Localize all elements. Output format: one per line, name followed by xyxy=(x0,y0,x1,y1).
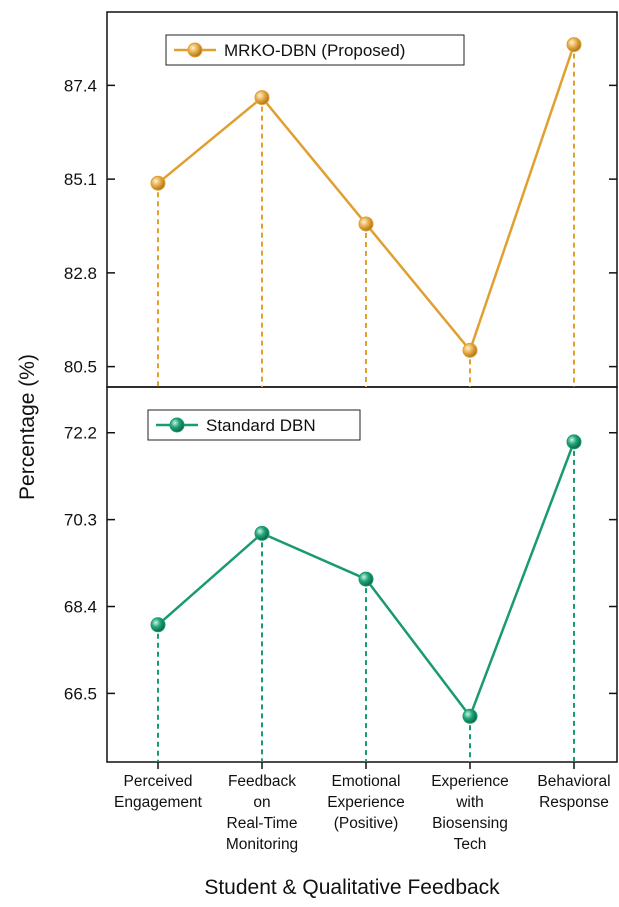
axes-frames xyxy=(106,11,618,763)
panel-0-frame xyxy=(106,11,618,388)
panel-0-point-4 xyxy=(566,37,582,53)
panel-0-ytick-label-2: 85.1 xyxy=(64,170,97,189)
panel-1-ytick-label-1: 68.4 xyxy=(64,598,97,617)
panel-0-ytick-label-0: 80.5 xyxy=(64,358,97,377)
series-line-0 xyxy=(157,44,576,352)
panel-1-ytick-label-3: 72.2 xyxy=(64,424,97,443)
panel-1-point-1 xyxy=(254,525,270,541)
axis-ticks: 80.5 82.8 85.1 87.4 66.5 68.4 70.3 72.2 xyxy=(64,76,617,769)
x-category-label-3: Experience with Biosensing Tech xyxy=(431,773,509,853)
panel-1-frame xyxy=(106,386,618,763)
x-axis-title: Student & Qualitative Feedback xyxy=(204,876,500,899)
y-axis-title: Percentage (%) xyxy=(16,354,39,500)
panel-1-ytick-label-0: 66.5 xyxy=(64,684,97,703)
x-category-labels: Perceived Engagement Feedback on Real-Time Mo… xyxy=(114,773,611,853)
legend-label-1: Standard DBN xyxy=(206,416,316,435)
x-category-label-1: Feedback on Real-Time Monitoring xyxy=(226,773,298,853)
panel-0-point-2 xyxy=(358,216,374,232)
x-category-label-2: Emotional Experience (Positive) xyxy=(327,773,405,832)
panel-1-ytick-label-2: 70.3 xyxy=(64,511,97,530)
x-category-label-0: Perceived Engagement xyxy=(114,773,203,811)
panel-0-ytick-label-3: 87.4 xyxy=(64,76,97,95)
legend-marker-0 xyxy=(187,42,203,58)
legends: MRKO-DBN (Proposed) Standard DBN xyxy=(147,34,465,441)
x-category-label-4: Behavioral Response xyxy=(537,773,610,811)
panel-0-point-3 xyxy=(462,342,478,358)
panel-1-point-3 xyxy=(462,708,478,724)
panel-1-point-2 xyxy=(358,571,374,587)
panel-0-point-0 xyxy=(150,175,166,191)
legend-marker-1 xyxy=(169,417,185,433)
panel-1-point-4 xyxy=(566,434,582,450)
series-points xyxy=(150,37,582,724)
legend-label-0: MRKO-DBN (Proposed) xyxy=(224,41,405,60)
panel-1-point-0 xyxy=(150,617,166,633)
panel-0-ytick-label-1: 82.8 xyxy=(64,264,97,283)
panel-0-point-1 xyxy=(254,90,270,106)
drop-lines xyxy=(157,44,575,762)
